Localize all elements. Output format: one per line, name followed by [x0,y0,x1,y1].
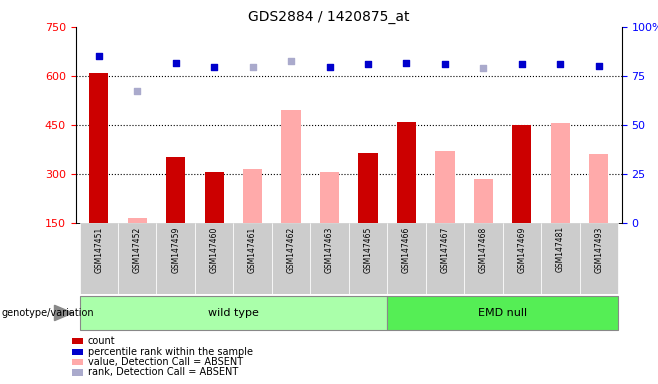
Bar [80,296,387,330]
Bar [157,223,195,294]
Text: rank, Detection Call = ABSENT: rank, Detection Call = ABSENT [88,367,238,377]
Bar [589,154,609,223]
Bar [128,218,147,223]
Bar [311,223,349,294]
Point [132,88,143,94]
Text: GSM147451: GSM147451 [94,226,103,273]
Point [555,61,565,68]
Text: value, Detection Call = ABSENT: value, Detection Call = ABSENT [88,357,243,367]
Polygon shape [55,305,72,321]
Text: GSM147465: GSM147465 [363,226,372,273]
Bar [243,169,262,223]
Bar [205,172,224,223]
Text: GSM147468: GSM147468 [479,226,488,273]
Text: GSM147493: GSM147493 [594,226,603,273]
Bar [464,223,503,294]
Bar [359,152,378,223]
Text: count: count [88,336,115,346]
Point [594,63,604,69]
Bar [118,223,157,294]
Point [517,61,527,67]
Bar [397,121,416,223]
Bar [195,223,234,294]
Bar [426,223,464,294]
Bar [541,223,580,294]
Point [209,64,219,70]
Bar [349,223,387,294]
Text: GSM147467: GSM147467 [440,226,449,273]
Bar [580,223,618,294]
Text: GSM147461: GSM147461 [248,226,257,273]
Bar [512,125,532,223]
Text: EMD null: EMD null [478,308,527,318]
Point [286,58,296,64]
Text: GSM147462: GSM147462 [286,226,295,273]
Text: GSM147463: GSM147463 [325,226,334,273]
Bar [89,73,109,223]
Bar [320,172,339,223]
Text: GSM147466: GSM147466 [402,226,411,273]
Bar [282,110,301,223]
Text: GSM147469: GSM147469 [517,226,526,273]
Point [93,53,104,59]
Text: GSM147481: GSM147481 [556,226,565,272]
Bar [387,296,618,330]
Text: percentile rank within the sample: percentile rank within the sample [88,347,253,357]
Point [478,65,489,71]
Text: genotype/variation: genotype/variation [2,308,95,318]
Bar [272,223,311,294]
Point [324,64,335,70]
Bar [551,123,570,223]
Text: GDS2884 / 1420875_at: GDS2884 / 1420875_at [248,10,410,23]
Text: wild type: wild type [208,308,259,318]
Point [440,61,450,68]
Bar [166,157,186,223]
Text: GSM147460: GSM147460 [210,226,218,273]
Bar [387,223,426,294]
Bar [234,223,272,294]
Bar [80,223,118,294]
Point [401,60,412,66]
Text: GSM147459: GSM147459 [171,226,180,273]
Text: GSM147452: GSM147452 [133,226,141,273]
Point [247,64,258,70]
Point [170,60,181,66]
Bar [503,223,541,294]
Point [363,61,373,68]
Bar [474,179,493,223]
Bar [436,151,455,223]
